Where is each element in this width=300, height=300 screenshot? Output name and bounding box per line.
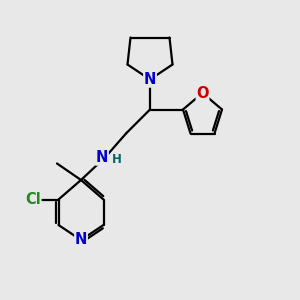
Text: H: H (112, 153, 121, 167)
Text: N: N (75, 232, 87, 247)
Text: O: O (196, 85, 209, 100)
Text: N: N (144, 72, 156, 87)
Text: Cl: Cl (25, 192, 41, 207)
Text: N: N (96, 150, 108, 165)
